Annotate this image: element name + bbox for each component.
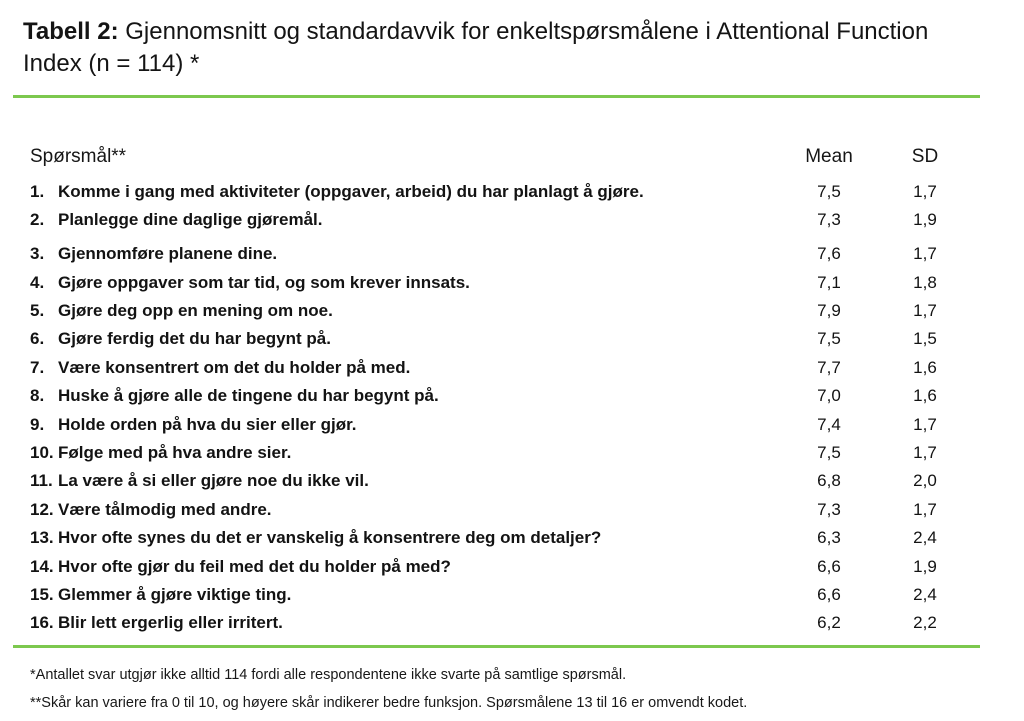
table-row: 2. Planlegge dine daglige gjøremål. 7,3 …: [30, 206, 965, 234]
row-mean-value: 7,1: [817, 272, 841, 292]
row-mean-value: 7,3: [817, 209, 841, 229]
row-mean-value: 7,9: [817, 301, 841, 321]
row-number: 10.: [30, 443, 54, 463]
row-mean-value: 7,6: [817, 244, 841, 264]
row-question: Hvor ofte synes du det er vanskelig å ko…: [58, 528, 602, 548]
row-sd-value: 1,8: [913, 272, 937, 292]
column-header-mean: Mean: [805, 146, 853, 168]
row-question: Blir lett ergerlig eller irritert.: [58, 613, 283, 633]
row-question: Komme i gang med aktiviteter (oppgaver, …: [58, 181, 644, 201]
table-row: 14. Hvor ofte gjør du feil med det du ho…: [30, 552, 965, 580]
row-mean-value: 7,7: [817, 357, 841, 377]
row-number: 7.: [30, 357, 45, 377]
table-title-label: Tabell 2:: [23, 18, 119, 45]
row-number: 13.: [30, 528, 54, 548]
row-sd-value: 2,0: [913, 471, 937, 491]
table-row: 13. Hvor ofte synes du det er vanskelig …: [30, 524, 965, 552]
row-sd-value: 1,6: [913, 357, 937, 377]
footnote-sample-size: *Antallet svar utgjør ikke alltid 114 fo…: [30, 666, 627, 683]
row-sd-value: 1,9: [913, 556, 937, 576]
afi-table: Spørsmål** Mean SD 1. Komme i gang med a…: [0, 142, 1024, 637]
row-number: 1.: [30, 181, 45, 201]
row-mean-value: 7,4: [817, 414, 841, 434]
row-question: La være å si eller gjøre noe du ikke vil…: [58, 471, 369, 491]
row-number: 11.: [30, 471, 53, 491]
row-question: Glemmer å gjøre viktige ting.: [58, 584, 292, 604]
row-mean-value: 7,5: [817, 181, 841, 201]
row-mean-value: 7,3: [817, 499, 841, 519]
row-question: Hvor ofte gjør du feil med det du holder…: [58, 556, 451, 576]
row-question: Holde orden på hva du sier eller gjør.: [58, 414, 357, 434]
row-question: Gjøre ferdig det du har begynt på.: [58, 329, 331, 349]
row-number: 12.: [30, 499, 54, 519]
row-sd-value: 2,4: [913, 584, 937, 604]
row-number: 16.: [30, 613, 54, 633]
row-number: 2.: [30, 209, 45, 229]
row-sd-value: 1,7: [913, 181, 937, 201]
table-row: 3. Gjennomføre planene dine. 7,6 1,7: [30, 240, 965, 268]
row-sd-value: 1,7: [913, 414, 937, 434]
table-row: 11. La være å si eller gjøre noe du ikke…: [30, 467, 965, 495]
row-mean-value: 6,8: [817, 471, 841, 491]
table-row: 5. Gjøre deg opp en mening om noe. 7,9 1…: [30, 297, 965, 325]
row-number: 5.: [30, 301, 45, 321]
row-question: Planlegge dine daglige gjøremål.: [58, 209, 323, 229]
table-row: 1. Komme i gang med aktiviteter (oppgave…: [30, 177, 965, 205]
row-number: 3.: [30, 244, 45, 264]
row-sd-value: 1,5: [913, 329, 937, 349]
table-header-row: Spørsmål** Mean SD: [30, 142, 965, 172]
row-question: Være tålmodig med andre.: [58, 499, 272, 519]
footnote-scoring: **Skår kan variere fra 0 til 10, og høye…: [30, 694, 748, 711]
table-body: 1. Komme i gang med aktiviteter (oppgave…: [30, 177, 965, 637]
table-row: 16. Blir lett ergerlig eller irritert. 6…: [30, 609, 965, 637]
row-number: 14.: [30, 556, 54, 576]
row-question: Huske å gjøre alle de tingene du har beg…: [58, 386, 439, 406]
row-sd-value: 2,2: [913, 613, 937, 633]
row-question: Være konsentrert om det du holder på med…: [58, 357, 411, 377]
top-divider: [13, 95, 980, 99]
row-number: 15.: [30, 584, 54, 604]
row-sd-value: 2,4: [913, 528, 937, 548]
row-sd-value: 1,7: [913, 499, 937, 519]
row-question: Følge med på hva andre sier.: [58, 443, 292, 463]
table-title-caption: Gjennomsnitt og standardavvik for enkelt…: [23, 18, 929, 78]
table-row: 8. Huske å gjøre alle de tingene du har …: [30, 382, 965, 410]
footnotes: *Antallet svar utgjør ikke alltid 114 fo…: [30, 661, 1024, 717]
table-row: 9. Holde orden på hva du sier eller gjør…: [30, 410, 965, 438]
row-question: Gjøre oppgaver som tar tid, og som kreve…: [58, 272, 470, 292]
column-header-question: Spørsmål**: [30, 146, 127, 168]
row-mean-value: 6,3: [817, 528, 841, 548]
table-row: 7. Være konsentrert om det du holder på …: [30, 354, 965, 382]
row-number: 9.: [30, 414, 45, 434]
column-header-sd: SD: [911, 146, 939, 168]
bottom-divider: [13, 644, 980, 648]
row-mean-value: 6,6: [817, 584, 841, 604]
row-number: 4.: [30, 272, 45, 292]
row-mean-value: 7,0: [817, 386, 841, 406]
row-sd-value: 1,7: [913, 301, 937, 321]
row-mean-value: 6,6: [817, 556, 841, 576]
row-mean-value: 6,2: [817, 613, 841, 633]
row-sd-value: 1,6: [913, 386, 937, 406]
row-question: Gjennomføre planene dine.: [58, 244, 278, 264]
table-row: 10. Følge med på hva andre sier. 7,5 1,7: [30, 439, 965, 467]
row-number: 6.: [30, 329, 45, 349]
row-sd-value: 1,9: [913, 209, 937, 229]
table-row: 4. Gjøre oppgaver som tar tid, og som kr…: [30, 268, 965, 296]
table-row: 15. Glemmer å gjøre viktige ting. 6,6 2,…: [30, 581, 965, 609]
table-row: 12. Være tålmodig med andre. 7,3 1,7: [30, 496, 965, 524]
row-mean-value: 7,5: [817, 329, 841, 349]
row-question: Gjøre deg opp en mening om noe.: [58, 301, 333, 321]
row-number: 8.: [30, 386, 45, 406]
table-row: 6. Gjøre ferdig det du har begynt på. 7,…: [30, 325, 965, 353]
table-title: Tabell 2: Gjennomsnitt og standardavvik …: [0, 0, 983, 80]
row-sd-value: 1,7: [913, 443, 937, 463]
row-sd-value: 1,7: [913, 244, 937, 264]
row-mean-value: 7,5: [817, 443, 841, 463]
